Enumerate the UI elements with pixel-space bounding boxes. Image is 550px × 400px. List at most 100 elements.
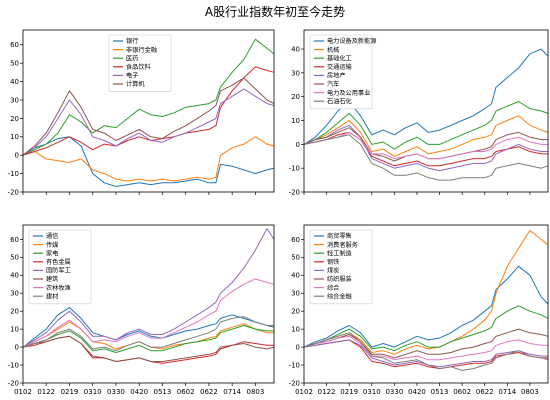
legend-label: 基础化工: [327, 54, 352, 62]
series-line-6: [303, 127, 548, 162]
plot-frame: [22, 29, 275, 193]
x-tick-label: 0330: [107, 388, 125, 396]
series-line-6: [22, 77, 275, 156]
series-line-4: [303, 131, 548, 167]
y-tick-label: 20: [10, 308, 19, 316]
subplot-top-right: -20 -10 0 10 20 30 40 电力设备及新能源机械基础化工交通运输房地产汽车电力…: [289, 29, 549, 196]
y-tick-label: -10: [289, 165, 300, 173]
x-tick-label: 0602: [177, 388, 195, 396]
x-tick-label: 0219: [340, 388, 358, 396]
legend-label: 综合金融: [327, 292, 352, 300]
y-tick-label: 50: [10, 60, 19, 68]
legend-label: 钢铁: [327, 258, 339, 266]
series-line-3: [303, 305, 549, 352]
legend-label: 房地产: [327, 72, 346, 80]
series-line-5: [303, 124, 548, 172]
series-line-7: [303, 335, 548, 361]
y-tick-label: -20: [289, 188, 300, 196]
x-tick-label: 0602: [453, 388, 471, 396]
legend-label: 综合: [327, 284, 339, 292]
series-line-6: [303, 328, 549, 359]
y-tick-label: 60: [10, 236, 19, 244]
x-tick-label: 0310: [84, 388, 102, 396]
y-tick-label: 60: [10, 41, 19, 49]
subplot-bottom-right: -20 -10 0 10 20 30 40 50 60 0102 0122 0219 0310 0330 0…: [289, 224, 549, 396]
x-tick-label: 0622: [200, 388, 218, 396]
series-line-8: [22, 316, 274, 352]
y-tick-label: -10: [289, 361, 300, 369]
series-line-2: [303, 115, 549, 157]
x-tick-label: 0310: [363, 388, 381, 396]
x-tick-label: 0122: [37, 388, 55, 396]
legend-label: 汽车: [327, 80, 339, 88]
legend-box: [309, 229, 373, 305]
y-tick-label: 10: [291, 326, 300, 334]
y-tick-label: 10: [10, 326, 19, 334]
series-line-3: [22, 38, 275, 156]
y-tick-label: 40: [291, 45, 300, 53]
series-line-5: [22, 88, 275, 156]
series-line-1: [22, 307, 275, 348]
series-line-1: [22, 136, 275, 187]
legend-label: 非银行金融: [126, 46, 157, 54]
legend-label: 纺织服装: [327, 275, 352, 283]
y-tick-label: 30: [291, 290, 300, 298]
x-tick-label: 0219: [61, 388, 79, 396]
y-tick-label: 20: [291, 93, 300, 101]
y-tick-label: 10: [291, 117, 300, 125]
y-tick-label: 30: [291, 69, 300, 77]
x-tick-label: 0122: [318, 388, 336, 396]
legend-label: 消费者服务: [327, 241, 358, 249]
y-tick-label: -10: [8, 361, 19, 369]
x-tick-label: 0513: [431, 388, 449, 396]
legend-label: 国防军工: [46, 267, 71, 275]
series-line-7: [303, 131, 548, 160]
legend-label: 家电: [46, 249, 58, 257]
series-line-2: [22, 136, 275, 182]
legend-label: 农林牧渔: [46, 284, 71, 292]
x-tick-label: 0803: [246, 388, 264, 396]
y-tick-label: 40: [291, 272, 300, 280]
figure-title: A股行业指数年初至今走势: [205, 4, 345, 19]
y-tick-label: 0: [296, 141, 300, 149]
legend-box: [108, 34, 172, 92]
y-tick-label: -20: [8, 379, 19, 387]
legend-label: 煤炭: [327, 267, 339, 275]
legend-label: 传媒: [46, 241, 59, 249]
y-tick-label: 20: [10, 115, 19, 123]
x-tick-label: 0622: [476, 388, 494, 396]
series-line-7: [22, 278, 275, 348]
x-tick-label: 0714: [498, 388, 516, 396]
x-tick-label: 0420: [130, 388, 148, 396]
y-tick-label: 30: [10, 96, 19, 104]
y-tick-label: 0: [15, 152, 19, 160]
legend-label: 有色金属: [46, 258, 71, 266]
y-tick-label: -10: [8, 170, 19, 178]
legend-label: 食品饮料: [126, 63, 151, 71]
series-line-4: [22, 66, 275, 156]
x-tick-label: 0102: [295, 388, 313, 396]
series-line-3: [22, 325, 274, 353]
x-tick-label: 0714: [223, 388, 241, 396]
legend-label: 商贸零售: [327, 232, 352, 240]
legend-label: 电力及公用事业: [327, 89, 370, 97]
y-tick-label: 40: [10, 78, 19, 86]
x-tick-label: 0102: [14, 388, 32, 396]
y-tick-label: 50: [10, 254, 19, 262]
legend-label: 计算机: [126, 80, 145, 88]
series-line-2: [22, 321, 274, 350]
series-line-1: [303, 265, 549, 348]
series-line-8: [303, 332, 549, 371]
legend-label: 银行: [126, 37, 138, 45]
legend-label: 建材: [46, 292, 58, 300]
legend-label: 电子: [126, 72, 138, 80]
legend-label: 电力设备及新能源: [327, 37, 377, 45]
series-line-8: [303, 134, 549, 181]
y-tick-label: -20: [289, 379, 300, 387]
series-line-5: [303, 339, 548, 368]
legend-label: 机械: [327, 46, 339, 54]
legend-label: 建筑: [46, 275, 59, 283]
y-tick-label: 50: [291, 254, 300, 262]
legend-box: [309, 34, 373, 110]
